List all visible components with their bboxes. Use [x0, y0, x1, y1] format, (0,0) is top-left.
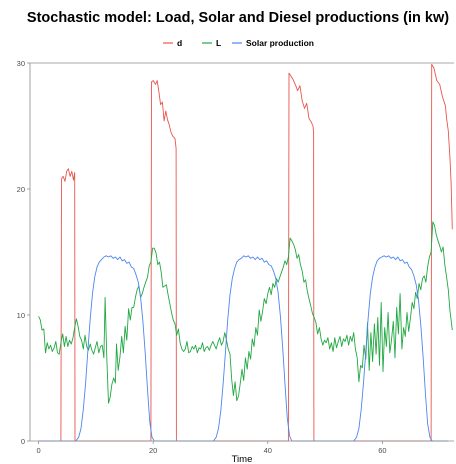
plot-area: 0 20 40 60 0 10 20 30 [17, 59, 454, 455]
series-line-1 [38, 221, 453, 404]
series-lines [38, 63, 453, 442]
legend-label-2: Solar production [246, 38, 314, 48]
chart-title: Stochastic model: Load, Solar and Diesel… [27, 10, 449, 26]
x-tick-label-2: 40 [264, 446, 272, 455]
x-tick-label-3: 60 [378, 446, 386, 455]
legend-label-0: d [177, 38, 182, 48]
x-axis-title: Time [232, 454, 253, 464]
axes: 0 20 40 60 0 10 20 30 [17, 59, 454, 455]
legend: d L Solar production [163, 38, 314, 48]
y-tick-label-0: 0 [21, 437, 25, 446]
x-tick-label-0: 0 [37, 446, 41, 455]
y-tick-label-3: 30 [17, 59, 25, 68]
series-line-0 [38, 63, 453, 442]
x-tick-label-1: 20 [149, 446, 157, 455]
y-tick-label-2: 20 [17, 185, 25, 194]
legend-label-1: L [216, 38, 221, 48]
series-line-2 [38, 255, 449, 442]
y-tick-label-1: 10 [17, 311, 25, 320]
